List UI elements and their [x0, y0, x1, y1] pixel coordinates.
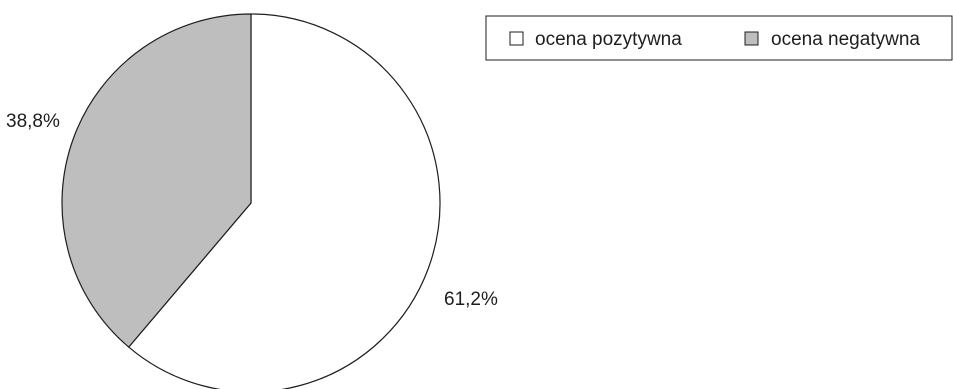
- legend: ocena pozytywna ocena negatywna: [485, 15, 953, 61]
- pie-slice-negative: [61, 13, 252, 348]
- legend-label-positive: ocena pozytywna: [535, 29, 682, 50]
- pie-slices: [61, 13, 441, 389]
- legend-label-negative: ocena negatywna: [771, 29, 920, 50]
- legend-swatch-negative: [744, 31, 759, 46]
- legend-swatch-positive: [509, 31, 524, 46]
- pie-slice-positive: [128, 13, 441, 389]
- legend-frame: [485, 15, 953, 61]
- slice-label-negative: 38,8%: [6, 111, 60, 132]
- slice-label-positive: 61,2%: [444, 289, 498, 310]
